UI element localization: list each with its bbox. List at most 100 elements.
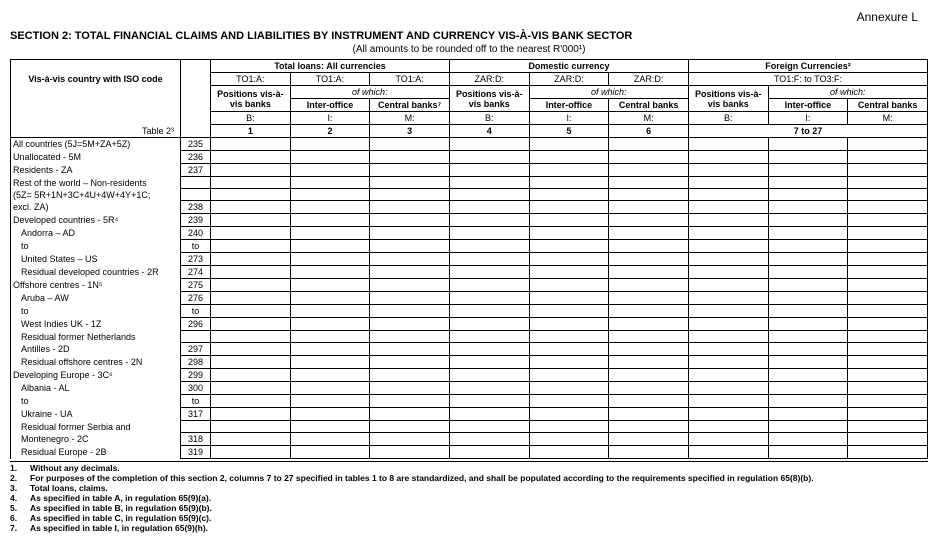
data-cell [848,266,928,279]
data-cell [768,279,848,292]
data-cell [688,227,768,240]
ofwhich-c: of which: [768,86,927,99]
data-cell [609,433,689,446]
data-cell [290,227,370,240]
sub-a3: TO1:A: [370,73,450,86]
data-cell [609,164,689,177]
group-a: Total loans: All currencies [211,60,450,73]
row-code [181,189,211,201]
data-cell [370,433,450,446]
data-cell [211,279,291,292]
data-cell [768,164,848,177]
row-code [181,331,211,343]
data-cell [290,408,370,421]
data-cell [290,151,370,164]
data-cell [370,214,450,227]
footnote-text: As specified in table C, in regulation 6… [30,513,211,523]
footnote-num: 2. [10,473,30,483]
b-c: B: [688,112,768,125]
col-6: 6 [609,125,689,138]
data-cell [370,408,450,421]
data-cell [290,201,370,214]
data-cell [609,343,689,356]
data-cell [370,279,450,292]
row-label: excl. ZA) [11,201,181,214]
row-label: Residual developed countries - 2R [11,266,181,279]
data-cell [370,266,450,279]
data-cell [609,382,689,395]
row-code: 296 [181,318,211,331]
data-cell [449,305,529,318]
row-label: (5Z= 5R+1N+3C+4U+4W+4Y+1C; [11,189,181,201]
data-cell [848,369,928,382]
annexure-label: Annexure L [10,10,928,24]
data-cell [848,305,928,318]
data-cell [768,214,848,227]
row-code: to [181,305,211,318]
data-cell [768,408,848,421]
data-cell [688,408,768,421]
row-label: Developed countries - 5R⁴ [11,214,181,227]
data-cell [768,356,848,369]
data-cell [768,151,848,164]
data-cell [211,421,291,433]
data-cell [211,356,291,369]
row-label: United States – US [11,253,181,266]
data-cell [211,292,291,305]
data-cell [449,151,529,164]
data-cell [848,227,928,240]
data-cell [211,331,291,343]
b-b: B: [449,112,529,125]
data-cell [290,138,370,151]
row-code: 297 [181,343,211,356]
data-cell [449,421,529,433]
m-c: M: [848,112,928,125]
sub-b1: ZAR:D: [449,73,529,86]
data-cell [211,266,291,279]
data-cell [290,177,370,189]
data-cell [768,305,848,318]
row-label: Unallocated - 5M [11,151,181,164]
data-cell [688,305,768,318]
data-cell [529,279,609,292]
i-b: I: [529,112,609,125]
data-cell [211,369,291,382]
data-cell [370,356,450,369]
table-row: Albania - AL300 [11,382,928,395]
ofwhich-b: of which: [529,86,688,99]
data-cell [290,305,370,318]
data-cell [290,382,370,395]
table-row: Unallocated - 5M236 [11,151,928,164]
table-row: Residual former Serbia and [11,421,928,433]
data-cell [529,305,609,318]
data-cell [290,253,370,266]
data-cell [529,292,609,305]
row-code: 275 [181,279,211,292]
table-row: excl. ZA)238 [11,201,928,214]
table-row: (5Z= 5R+1N+3C+4U+4W+4Y+1C; [11,189,928,201]
row-code: to [181,395,211,408]
row-code: 239 [181,214,211,227]
data-cell [370,201,450,214]
data-cell [848,279,928,292]
row-code: 236 [181,151,211,164]
table-row: Developing Europe - 3C⁶299 [11,369,928,382]
data-cell [370,382,450,395]
data-cell [290,279,370,292]
data-cell [449,356,529,369]
row-label: All countries (5J=5M+ZA+5Z) [11,138,181,151]
inter-b: Inter-office [529,99,609,112]
footnote-text: As specified in table B, in regulation 6… [30,503,212,513]
row-label: to [11,240,181,253]
inter-a: Inter-office [290,99,370,112]
data-cell [290,421,370,433]
data-cell [370,151,450,164]
data-cell [290,240,370,253]
data-cell [211,343,291,356]
footnote-num: 3. [10,483,30,493]
row-label: Montenegro - 2C [11,433,181,446]
table-row: toto [11,240,928,253]
row-code: 300 [181,382,211,395]
table-row: Residual offshore centres - 2N298 [11,356,928,369]
data-cell [529,177,609,189]
